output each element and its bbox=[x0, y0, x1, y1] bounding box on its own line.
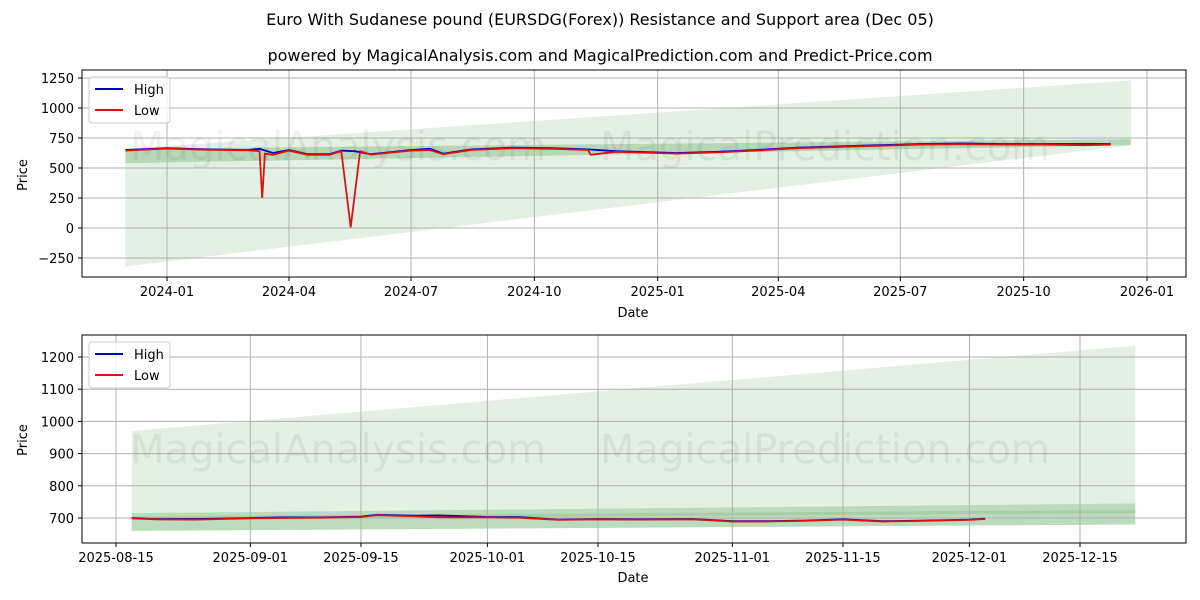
legend-high-label: High bbox=[134, 83, 164, 98]
y-axis-label: Price bbox=[16, 159, 31, 191]
axis-ticks: 1250 1000 750 500 250 0 −250 2024-01 2024-04 2024… bbox=[38, 72, 1174, 300]
x-tick-label: 2025-10 bbox=[996, 285, 1050, 300]
legend-low-label: Low bbox=[134, 369, 160, 384]
y-tick-label: 700 bbox=[49, 512, 74, 527]
x-axis-label: Date bbox=[617, 306, 648, 321]
watermark-prediction: MagicalPrediction.com bbox=[600, 427, 1050, 473]
x-tick-label: 2025-09-15 bbox=[323, 551, 399, 566]
bottom-chart: MagicalAnalysis.com MagicalPrediction.co… bbox=[16, 334, 1187, 586]
y-tick-label: 1250 bbox=[41, 72, 74, 87]
watermark-analysis: MagicalAnalysis.com bbox=[130, 124, 546, 170]
y-tick-label: 750 bbox=[49, 132, 74, 147]
x-tick-label: 2025-12-01 bbox=[932, 551, 1008, 566]
y-tick-label: −250 bbox=[38, 252, 74, 267]
low-line bbox=[131, 514, 986, 523]
legend: High Low bbox=[88, 76, 171, 124]
y-tick-label: 1000 bbox=[41, 415, 74, 430]
x-tick-label: 2025-10-01 bbox=[450, 551, 526, 566]
x-tick-label: 2025-08-15 bbox=[78, 551, 154, 566]
x-tick-label: 2025-12-15 bbox=[1042, 551, 1118, 566]
x-tick-label: 2024-07 bbox=[384, 285, 438, 300]
y-tick-label: 500 bbox=[49, 162, 74, 177]
x-tick-label: 2024-10 bbox=[507, 285, 561, 300]
legend-high-label: High bbox=[134, 348, 164, 363]
x-tick-label: 2025-04 bbox=[751, 285, 805, 300]
forecast-cone-band bbox=[125, 80, 1131, 267]
y-tick-label: 1200 bbox=[41, 351, 74, 366]
legend-low-label: Low bbox=[134, 104, 160, 119]
top-chart: MagicalAnalysis.com MagicalPrediction.co… bbox=[16, 69, 1187, 321]
y-tick-label: 1000 bbox=[41, 102, 74, 117]
x-tick-label: 2025-09-01 bbox=[213, 551, 289, 566]
y-tick-label: 0 bbox=[66, 222, 74, 237]
axes-frame bbox=[81, 334, 1187, 544]
x-tick-label: 2024-01 bbox=[140, 285, 194, 300]
x-tick-label: 2025-10-15 bbox=[560, 551, 636, 566]
chart-title: Euro With Sudanese pound (EURSDG(Forex))… bbox=[266, 10, 934, 29]
chart-subtitle: powered by MagicalAnalysis.com and Magic… bbox=[267, 46, 933, 65]
y-tick-label: 250 bbox=[49, 192, 74, 207]
x-tick-label: 2025-07 bbox=[873, 285, 927, 300]
axes-frame bbox=[81, 69, 1187, 278]
x-tick-label: 2024-04 bbox=[262, 285, 316, 300]
x-tick-label: 2025-01 bbox=[631, 285, 685, 300]
x-tick-label: 2025-11-01 bbox=[695, 551, 771, 566]
y-axis-label: Price bbox=[16, 424, 31, 456]
axis-ticks: 1200 1100 1000 900 800 700 2025-08-15 2025-09-0… bbox=[41, 351, 1118, 566]
x-tick-label: 2025-11-15 bbox=[805, 551, 881, 566]
forecast-cone-band bbox=[131, 345, 1136, 531]
x-tick-label: 2026-01 bbox=[1120, 285, 1174, 300]
x-axis-label: Date bbox=[617, 571, 648, 586]
low-line bbox=[125, 143, 1111, 228]
watermark-analysis: MagicalAnalysis.com bbox=[130, 427, 546, 473]
legend: High Low bbox=[88, 341, 171, 389]
support-resistance-band bbox=[131, 503, 1136, 531]
y-tick-label: 1100 bbox=[41, 383, 74, 398]
y-tick-label: 800 bbox=[49, 480, 74, 495]
y-tick-label: 900 bbox=[49, 448, 74, 463]
inner-band bbox=[131, 509, 1136, 520]
